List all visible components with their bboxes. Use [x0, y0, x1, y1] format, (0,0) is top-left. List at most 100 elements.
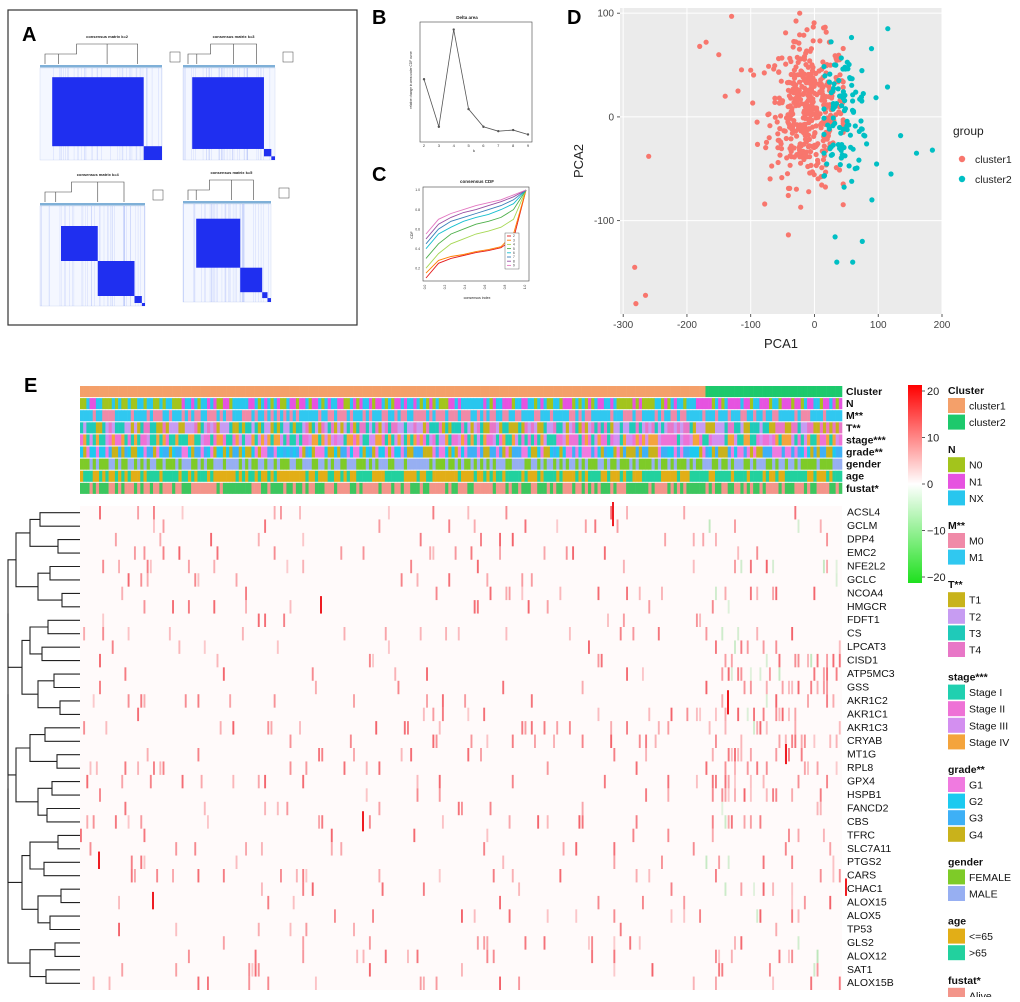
heatmap-cell: [416, 949, 419, 964]
annotation-cell: [645, 458, 649, 470]
annotation-cell: [514, 458, 519, 470]
pca-point-cluster2: [830, 106, 836, 112]
heatmap-cell: [838, 640, 841, 654]
annotation-cell: [715, 410, 719, 422]
heatmap-cell: [756, 909, 759, 923]
annotation-cell: [661, 386, 665, 398]
annotation-cell: [514, 434, 519, 446]
annotation-cell: [305, 446, 309, 458]
pca-point-cluster2: [845, 66, 851, 72]
annotation-cell: [568, 398, 573, 410]
annotation-cell: [537, 422, 541, 434]
heatmap-cell: [607, 613, 609, 627]
annotation-cell: [99, 434, 103, 446]
annotation-cell: [416, 410, 421, 422]
annotation-cell: [178, 482, 182, 494]
annotation-cell: [410, 434, 414, 446]
annotation-cell: [603, 422, 608, 434]
annotation-cell: [330, 458, 335, 470]
gene-label: GLS2: [847, 937, 874, 949]
annotation-cell: [403, 482, 408, 494]
annotation-cell: [534, 398, 538, 410]
annotation-cell: [734, 398, 738, 410]
heatmap-cell: [588, 936, 590, 950]
legend-label: cluster1: [969, 401, 1006, 413]
annotation-cell: [505, 470, 509, 482]
annotation-cell: [568, 482, 573, 494]
heatmap-cell: [534, 734, 536, 748]
annotation-cell: [670, 446, 675, 458]
heatmap-cell: [765, 721, 768, 735]
annotation-cell: [457, 434, 462, 446]
annotation-cell: [822, 470, 827, 482]
annotation-cell: [473, 434, 478, 446]
annotation-cell: [146, 410, 151, 422]
annotation-cell: [553, 458, 557, 470]
gene-label: CHAC1: [847, 883, 883, 895]
cdf-legend-label: 3: [513, 238, 515, 242]
heatmap-cell: [743, 788, 746, 802]
heatmap-cell: [765, 653, 768, 668]
heatmap-cell: [775, 707, 778, 722]
annotation-cell: [346, 386, 351, 398]
pca-point-cluster1: [754, 119, 760, 125]
annotation-cell: [743, 458, 748, 470]
annotation-cell: [788, 434, 792, 446]
annotation-cell: [534, 482, 538, 494]
heatmap-strong-cell: [785, 744, 787, 765]
annotation-cell: [495, 458, 500, 470]
annotation-cell: [518, 398, 522, 410]
annotation-cell: [197, 434, 201, 446]
annotation-cell: [584, 410, 589, 422]
annotation-cell: [683, 398, 687, 410]
heatmap-cell: [788, 707, 790, 722]
heatmap-cell: [661, 855, 663, 869]
annotation-cell: [556, 422, 560, 434]
annotation-cell: [651, 386, 655, 398]
annotation-cell: [118, 470, 122, 482]
annotation-cell: [480, 446, 484, 458]
annotation-cell: [588, 434, 592, 446]
annotation-cell: [791, 482, 795, 494]
annotation-cell: [810, 458, 814, 470]
annotation-cell: [413, 434, 417, 446]
annotation-cell: [156, 434, 160, 446]
annotation-cell: [832, 422, 836, 434]
annotation-cell: [476, 398, 481, 410]
annotation-cell: [349, 482, 354, 494]
annotation-cell: [245, 446, 249, 458]
annotation-cell: [454, 434, 459, 446]
annotation-cell: [324, 470, 328, 482]
annotation-cell: [645, 470, 649, 482]
annotation-cell: [765, 410, 770, 422]
annotation-cell: [137, 386, 141, 398]
heatmap-cell: [168, 627, 171, 641]
annotation-cell: [768, 446, 773, 458]
annotation-cell: [619, 398, 624, 410]
annotation-cell: [768, 470, 773, 482]
annotation-cell: [492, 470, 497, 482]
heatmap-cell: [505, 627, 508, 641]
annotation-row-label: fustat*: [846, 483, 880, 495]
annotation-cell: [568, 446, 573, 458]
annotation-cell: [708, 470, 713, 482]
annotation-cell: [153, 386, 157, 398]
annotation-cell: [416, 482, 421, 494]
pca-ytick-label: -100: [594, 216, 614, 227]
annotation-cell: [702, 422, 706, 434]
annotation-cell: [232, 470, 236, 482]
annotation-cell: [299, 410, 303, 422]
heatmap-cell: [724, 788, 727, 802]
annotation-cell: [629, 458, 633, 470]
gene-label: AKR1C2: [847, 695, 888, 707]
annotation-cell: [489, 398, 494, 410]
annotation-cell: [365, 446, 370, 458]
pca-point-cluster1: [791, 99, 797, 105]
pca-point-cluster1: [793, 64, 799, 70]
annotation-cell: [149, 470, 154, 482]
annotation-cell: [765, 434, 770, 446]
pca-point-cluster1: [836, 109, 842, 115]
annotation-cell: [207, 434, 211, 446]
pca-point-cluster2: [850, 108, 857, 114]
legend-swatch: [948, 608, 965, 624]
